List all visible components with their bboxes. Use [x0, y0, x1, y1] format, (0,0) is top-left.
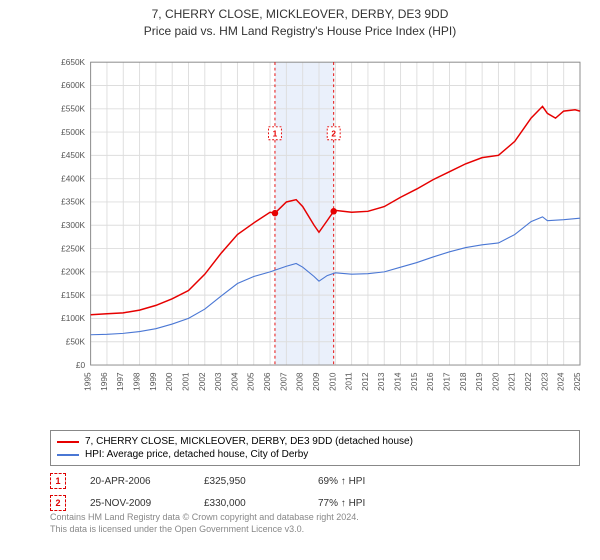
title-line-1: 7, CHERRY CLOSE, MICKLEOVER, DERBY, DE3 …	[0, 6, 600, 23]
x-tick-label: 2008	[295, 372, 305, 391]
x-tick-label: 2006	[262, 372, 272, 391]
y-tick-label: £250K	[61, 243, 85, 253]
y-tick-label: £350K	[61, 197, 85, 207]
sales-markers-table: 1 20-APR-2006 £325,950 69% ↑ HPI 2 25-NOV-200…	[50, 470, 408, 514]
y-tick-label: £300K	[61, 220, 85, 230]
x-tick-label: 2001	[181, 372, 191, 391]
marker-price: £330,000	[204, 498, 294, 509]
x-tick-label: 2015	[409, 372, 419, 391]
y-tick-label: £200K	[61, 267, 85, 277]
marker-row: 1 20-APR-2006 £325,950 69% ↑ HPI	[50, 470, 408, 492]
x-tick-label: 2011	[344, 372, 354, 390]
legend: 7, CHERRY CLOSE, MICKLEOVER, DERBY, DE3 …	[50, 430, 580, 466]
chart-svg: £0 £50K £100K £150K £200K £250K £300K £350K £400…	[50, 48, 580, 418]
shaded-band	[275, 62, 334, 365]
marker-delta: 69% ↑ HPI	[318, 476, 408, 487]
legend-row: HPI: Average price, detached house, City…	[57, 448, 573, 461]
x-tick-label: 1995	[83, 372, 93, 391]
x-tick-label: 2024	[556, 372, 566, 391]
root: 7, CHERRY CLOSE, MICKLEOVER, DERBY, DE3 …	[0, 0, 600, 560]
marker-date: 20-APR-2006	[90, 476, 180, 487]
footer: Contains HM Land Registry data © Crown c…	[50, 512, 359, 535]
x-tick-label: 2013	[376, 372, 386, 391]
title-block: 7, CHERRY CLOSE, MICKLEOVER, DERBY, DE3 …	[0, 0, 600, 40]
x-tick-label: 1996	[99, 372, 109, 391]
x-tick-label: 1998	[132, 372, 142, 391]
x-tick-label: 2009	[311, 372, 321, 391]
x-tick-label: 2003	[213, 372, 223, 391]
footer-line-1: Contains HM Land Registry data © Crown c…	[50, 512, 359, 524]
y-tick-label: £550K	[61, 104, 85, 114]
x-tick-label: 2023	[539, 372, 549, 391]
sale-marker-badge-text: 2	[331, 129, 336, 139]
x-tick-label: 2022	[523, 372, 533, 391]
y-tick-label: £0	[76, 360, 86, 370]
y-tick-label: £400K	[61, 173, 85, 183]
marker-row: 2 25-NOV-2009 £330,000 77% ↑ HPI	[50, 492, 408, 514]
x-tick-label: 2016	[425, 372, 435, 391]
x-tick-label: 2012	[360, 372, 370, 391]
sale-marker-badge-text: 1	[273, 129, 278, 139]
x-tick-label: 2025	[572, 372, 582, 391]
marker-badge: 1	[50, 473, 66, 489]
x-tick-label: 2014	[393, 372, 403, 391]
y-tick-label: £600K	[61, 80, 85, 90]
legend-swatch	[57, 454, 79, 456]
legend-label: 7, CHERRY CLOSE, MICKLEOVER, DERBY, DE3 …	[85, 436, 413, 447]
legend-label: HPI: Average price, detached house, City…	[85, 449, 308, 460]
x-tick-label: 2000	[164, 372, 174, 391]
sale-marker-dot	[272, 210, 278, 216]
sale-marker-dot	[330, 208, 336, 214]
marker-badge: 2	[50, 495, 66, 511]
y-tick-label: £500K	[61, 127, 85, 137]
x-tick-label: 2010	[327, 372, 337, 391]
x-tick-label: 1997	[115, 372, 125, 391]
title-line-2: Price paid vs. HM Land Registry's House …	[0, 23, 600, 40]
x-tick-label: 2002	[197, 372, 207, 391]
x-tick-label: 2018	[458, 372, 468, 391]
chart: £0 £50K £100K £150K £200K £250K £300K £350K £400…	[50, 48, 580, 418]
legend-swatch	[57, 441, 79, 443]
y-tick-label: £150K	[61, 290, 85, 300]
x-tick-label: 1999	[148, 372, 158, 391]
marker-delta: 77% ↑ HPI	[318, 498, 408, 509]
x-tick-label: 2019	[474, 372, 484, 391]
marker-price: £325,950	[204, 476, 294, 487]
marker-date: 25-NOV-2009	[90, 498, 180, 509]
x-tick-label: 2021	[507, 372, 517, 391]
y-tick-label: £50K	[66, 337, 86, 347]
footer-line-2: This data is licensed under the Open Gov…	[50, 524, 359, 536]
x-tick-label: 2004	[229, 372, 239, 391]
y-tick-label: £650K	[61, 57, 85, 67]
x-tick-label: 2007	[278, 372, 288, 391]
legend-row: 7, CHERRY CLOSE, MICKLEOVER, DERBY, DE3 …	[57, 435, 573, 448]
x-tick-label: 2017	[442, 372, 452, 391]
x-tick-label: 2020	[490, 372, 500, 391]
y-tick-label: £450K	[61, 150, 85, 160]
y-tick-label: £100K	[61, 313, 85, 323]
x-tick-label: 2005	[246, 372, 256, 391]
